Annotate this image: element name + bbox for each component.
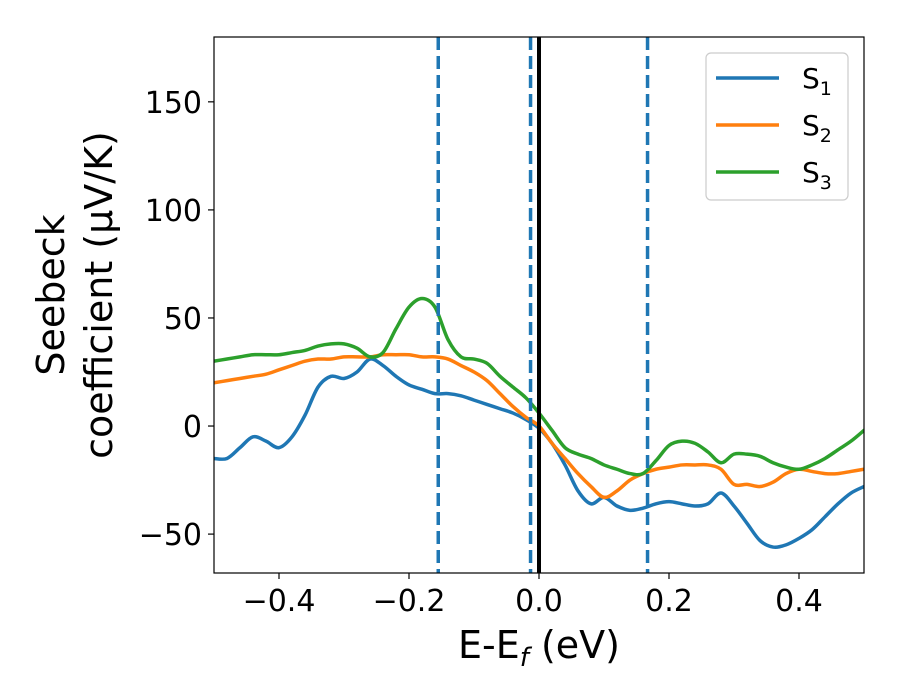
x-tick-label: −0.2 <box>373 584 446 619</box>
x-tick-label: 0.2 <box>645 584 693 619</box>
y-axis-label-line1: Seebeck <box>29 214 73 375</box>
x-axis-label: E-Ef (eV) <box>458 623 620 673</box>
x-tick-label: 0.4 <box>775 584 823 619</box>
y-tick-label: 100 <box>145 194 202 229</box>
axes: −0.4 −0.2 0.0 0.2 0.4 −50 0 50 100 150 <box>139 36 865 619</box>
y-tick-label: 50 <box>164 302 202 337</box>
axis-labels: E-Ef (eV) Seebeck coefficient (μV/K) <box>29 131 620 673</box>
y-tick-label: −50 <box>139 518 202 553</box>
y-axis-label-line2: coefficient (μV/K) <box>77 131 121 459</box>
x-tick-label: 0.0 <box>515 584 563 619</box>
legend-label-s3: S3 <box>802 156 832 194</box>
legend-label-s1: S1 <box>802 62 832 100</box>
legend-label-s2: S2 <box>802 109 832 147</box>
y-tick-label: 0 <box>183 410 202 445</box>
y-tick-label: 150 <box>145 86 202 121</box>
legend: S1 S2 S3 <box>705 52 849 201</box>
plot-area <box>214 37 864 573</box>
x-tick-label: −0.4 <box>243 584 316 619</box>
